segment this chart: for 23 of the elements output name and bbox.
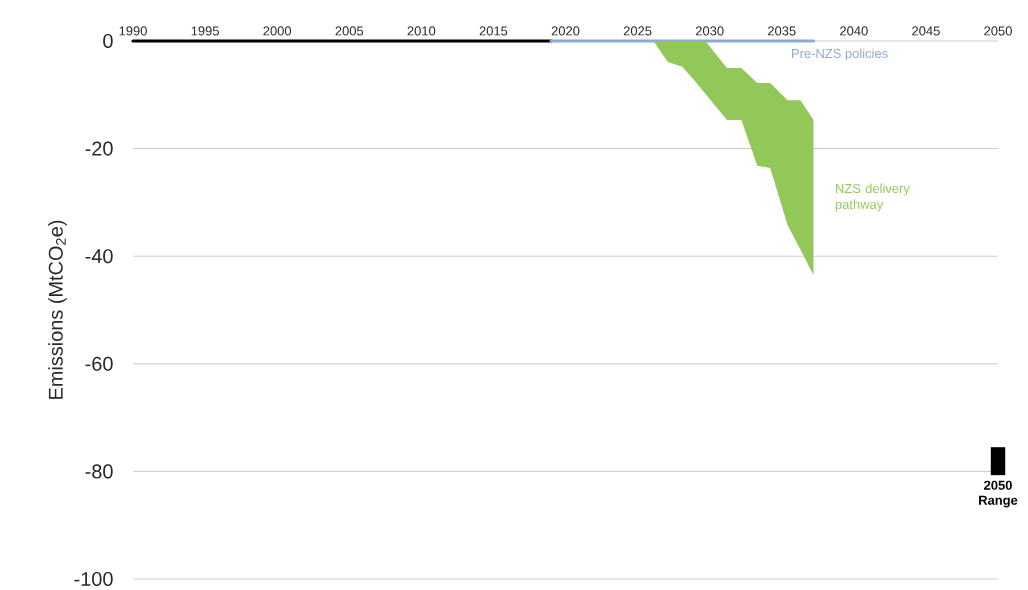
x-tick-label: 2025 — [623, 26, 652, 36]
x-tick-label: 2040 — [840, 26, 868, 36]
x-tick-label: 2035 — [768, 26, 796, 36]
y-tick-label: -40 — [85, 249, 113, 264]
y-tick-label: -80 — [85, 464, 113, 479]
x-tick-label: 1990 — [119, 26, 147, 36]
y-tick-label: -60 — [85, 356, 113, 371]
x-tick-label: 2005 — [335, 26, 364, 36]
legend-label: NZS delivery pathway — [835, 183, 910, 212]
x-tick-label: 2045 — [912, 26, 940, 36]
y-tick-label: -20 — [85, 141, 113, 156]
x-tick-label: 2050 — [984, 26, 1012, 36]
x-tick-label: 2030 — [695, 26, 724, 36]
x-tick-label: 2015 — [479, 26, 508, 36]
y-tick-label: -100 — [74, 571, 113, 587]
x-tick-label: 2020 — [551, 26, 580, 36]
x-tick-label: 1995 — [191, 26, 219, 36]
annotation: 2050 Range — [979, 480, 1018, 508]
y-tick-label: 0 — [103, 33, 113, 49]
x-tick-label: 2010 — [407, 26, 436, 36]
x-tick-label: 2000 — [263, 26, 292, 36]
series-label: Pre-NZS policies — [792, 48, 888, 61]
y-axis-title: Emissions (MtCO$_{2}$e) — [48, 220, 67, 399]
